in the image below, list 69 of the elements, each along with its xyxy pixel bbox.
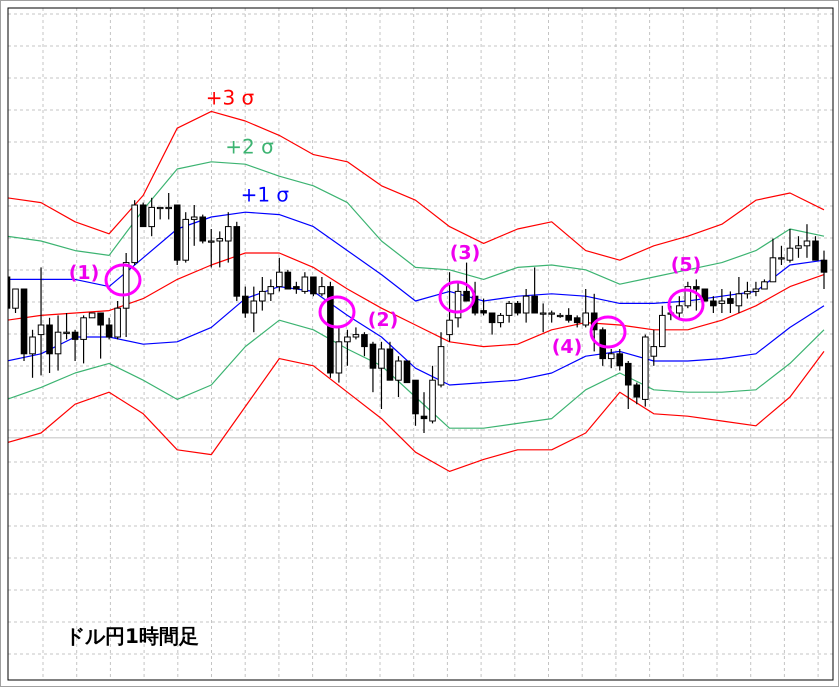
candlestick — [276, 257, 283, 292]
candlestick — [710, 296, 717, 314]
candlestick — [540, 302, 546, 333]
candlestick — [190, 204, 198, 246]
text: ドル円1時間足 — [65, 624, 199, 648]
candlestick — [216, 230, 224, 268]
candlestick — [548, 310, 555, 324]
candlestick — [268, 278, 274, 302]
candlestick — [582, 288, 590, 328]
candlestick — [506, 300, 512, 324]
candlestick — [352, 326, 360, 340]
annotation: (1) — [68, 262, 100, 284]
candlestick — [140, 202, 146, 228]
candlestick — [778, 245, 785, 266]
candlestick — [106, 317, 112, 340]
candlestick — [310, 276, 317, 297]
candlestick — [531, 266, 538, 314]
candlestick — [718, 288, 726, 314]
candlestick — [97, 312, 104, 360]
annotation: (4) — [552, 336, 582, 358]
candlestick — [80, 314, 87, 364]
candlestick — [616, 348, 624, 372]
candlestick — [148, 197, 155, 237]
candlestick — [633, 382, 640, 405]
candlestick — [744, 281, 751, 300]
candlestick — [199, 214, 206, 244]
candlestick — [736, 276, 742, 314]
candlestick — [514, 300, 521, 316]
candlestick — [242, 286, 249, 318]
candlestick — [446, 272, 453, 342]
annotation: (5) — [670, 254, 702, 276]
candlestick — [208, 228, 215, 268]
candlestick — [38, 266, 44, 376]
candlestick — [361, 332, 368, 357]
candlestick — [63, 312, 70, 340]
candlestick — [284, 269, 292, 290]
candlestick — [318, 276, 326, 297]
annotation: (2) — [368, 309, 398, 331]
candlestick — [497, 312, 504, 328]
candlestick — [624, 360, 632, 410]
candlestick — [770, 238, 776, 282]
candlestick — [565, 308, 572, 324]
candlestick — [752, 281, 760, 297]
candlestick — [727, 290, 734, 314]
candlestick — [156, 206, 164, 220]
candlestick — [761, 278, 768, 290]
candlestick — [574, 314, 580, 328]
candlestick — [488, 312, 496, 336]
series-label: +3 σ — [206, 86, 255, 110]
candlestick — [693, 278, 700, 312]
candlestick — [702, 288, 708, 302]
candlestick — [72, 329, 78, 362]
candlestick — [608, 348, 615, 369]
candlestick — [463, 262, 470, 302]
candlestick — [54, 314, 62, 372]
series-label: +2 σ — [225, 134, 274, 159]
candlestick — [224, 212, 232, 264]
candlestick — [480, 298, 487, 316]
candlestick — [293, 281, 300, 294]
candlestick — [344, 329, 351, 366]
candlestick — [650, 329, 658, 366]
candlestick — [165, 192, 172, 220]
series-label: +1 σ — [240, 182, 290, 207]
candlestick — [370, 341, 376, 393]
candlestick — [522, 288, 530, 324]
candlestick — [259, 276, 266, 312]
candlestick — [250, 286, 258, 333]
annotation: (3) — [450, 242, 480, 264]
candlestick — [302, 272, 308, 294]
